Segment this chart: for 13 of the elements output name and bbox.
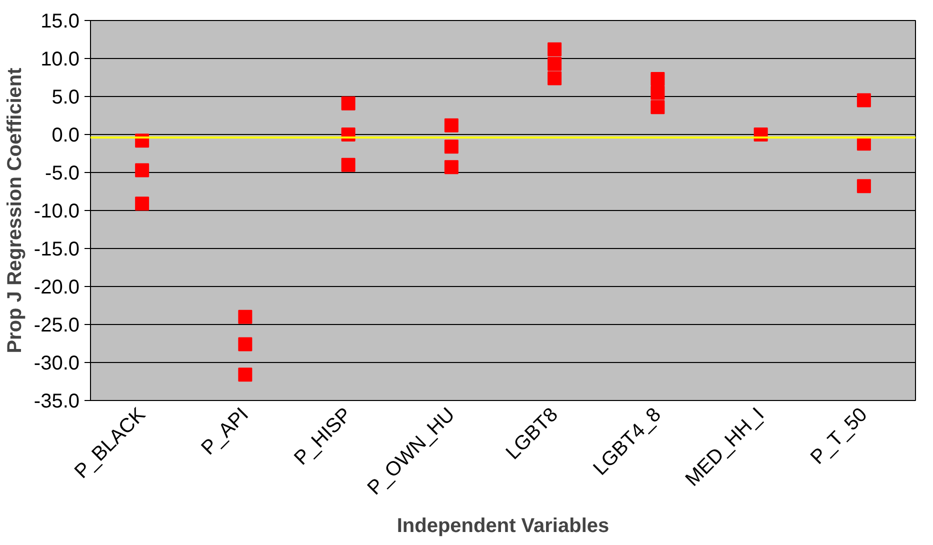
y-tick-label: -35.0 [34,390,80,412]
y-axis-title: Prop J Regression Coefficient [4,67,26,354]
y-tick-label: -25.0 [34,314,80,336]
y-tick-label: 15.0 [40,10,80,32]
y-tick-label: 0.0 [52,124,80,146]
y-tick-label: -20.0 [34,276,80,298]
y-tick-label: -10.0 [34,200,80,222]
x-axis-title: Independent Variables [396,515,610,538]
y-tick-label: -30.0 [34,352,80,374]
y-tick-label: 5.0 [52,86,80,108]
y-tick-label: -5.0 [45,162,80,184]
y-tick-label: 10.0 [40,48,80,70]
y-tick-label: -15.0 [34,238,80,260]
